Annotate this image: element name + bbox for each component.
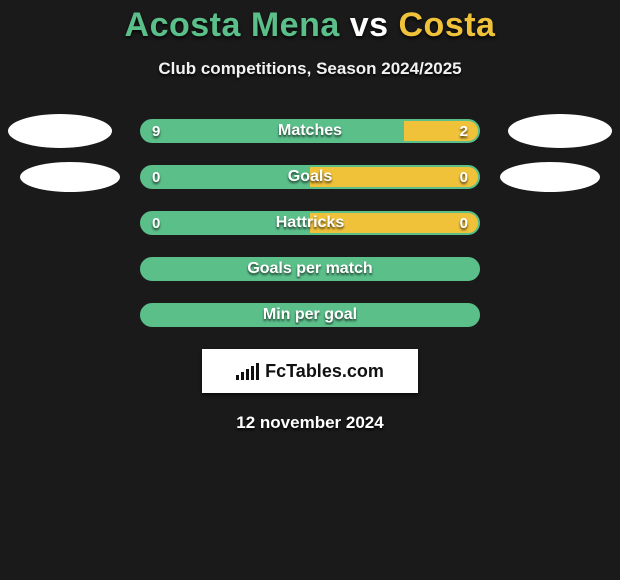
player-badge-right xyxy=(508,114,612,148)
stat-bar-left xyxy=(142,167,310,187)
stat-rows: Matches92 Goals00 Hattricks00 Goals per mat… xyxy=(0,119,620,327)
title-player1: Acosta Mena xyxy=(125,6,340,44)
logo-box: FcTables.com xyxy=(202,349,418,393)
title-player2: Costa xyxy=(399,6,496,44)
player-badge-left xyxy=(20,162,120,192)
player-badge-left xyxy=(8,114,112,148)
stat-bar-left xyxy=(142,305,478,325)
logo-bars-icon xyxy=(236,362,259,380)
stat-bar-track: Matches92 xyxy=(140,119,480,143)
stat-bar-left xyxy=(142,213,310,233)
stat-bar-left xyxy=(142,259,478,279)
stat-bar-right xyxy=(310,167,478,187)
stat-row: Min per goal xyxy=(0,303,620,327)
stat-bar-left xyxy=(142,121,404,141)
logo-text: FcTables.com xyxy=(265,361,384,382)
page-title: Acosta Mena vs Costa xyxy=(125,6,496,45)
stat-bar-track: Goals per match xyxy=(140,257,480,281)
title-vs: vs xyxy=(350,6,389,44)
stat-row: Matches92 xyxy=(0,119,620,143)
player-badge-right xyxy=(500,162,600,192)
stat-bar-right xyxy=(310,213,478,233)
stat-bar-right xyxy=(404,121,478,141)
stat-row: Goals per match xyxy=(0,257,620,281)
date-label: 12 november 2024 xyxy=(236,413,383,433)
stat-row: Goals00 xyxy=(0,165,620,189)
stat-row: Hattricks00 xyxy=(0,211,620,235)
stat-bar-track: Min per goal xyxy=(140,303,480,327)
stat-bar-track: Hattricks00 xyxy=(140,211,480,235)
stat-bar-track: Goals00 xyxy=(140,165,480,189)
comparison-infographic: Acosta Mena vs Costa Club competitions, … xyxy=(0,0,620,433)
subtitle: Club competitions, Season 2024/2025 xyxy=(158,59,461,79)
